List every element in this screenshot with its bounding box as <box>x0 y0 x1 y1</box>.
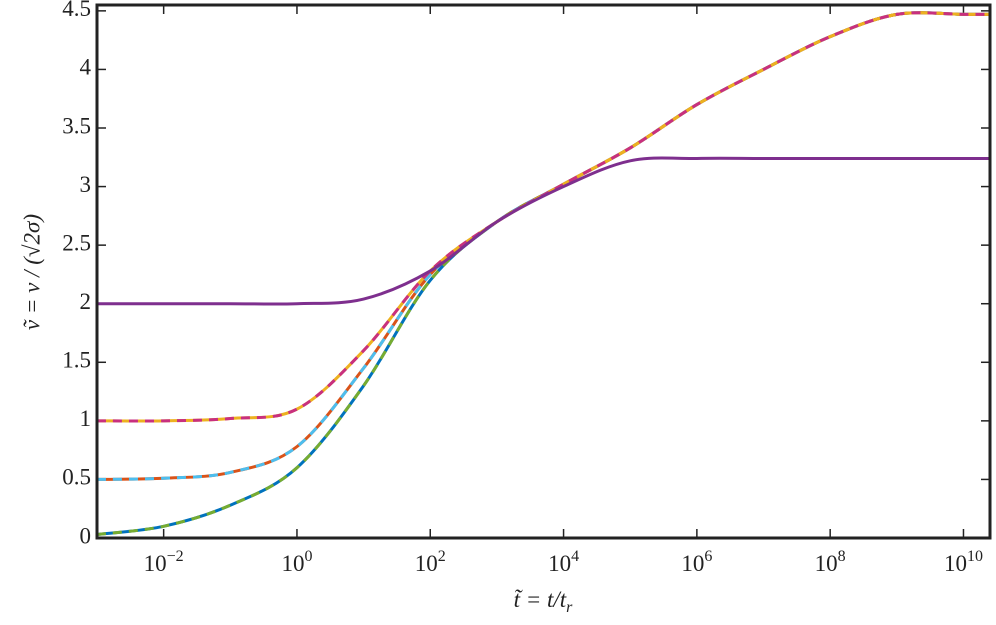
x-tick-exp: −2 <box>167 548 184 565</box>
x-axis-label: t̃ = t/tr <box>514 587 574 615</box>
x-tick-label: 106 <box>681 548 712 577</box>
y-axis-label: ṽ = v / (√2σ) <box>19 214 44 330</box>
x-tick-base: 10 <box>415 551 438 576</box>
line-series <box>97 11 990 423</box>
line-series <box>97 11 990 536</box>
x-tick-label: 102 <box>415 548 446 577</box>
y-tick-label: 3 <box>80 172 92 197</box>
y-tick-label: 0.5 <box>62 465 91 490</box>
x-axis-label-sub: r <box>566 599 573 616</box>
x-tick-label: 104 <box>548 548 579 577</box>
line-series <box>97 11 990 481</box>
y-tick-label: 1.5 <box>62 348 91 373</box>
x-tick-exp: 10 <box>967 548 983 565</box>
x-tick-base: 10 <box>144 551 167 576</box>
x-tick-base: 10 <box>681 551 704 576</box>
y-tick-label: 2 <box>80 289 92 314</box>
x-tick-exp: 2 <box>438 548 446 565</box>
x-tick-label: 10−2 <box>144 548 184 577</box>
line-series <box>97 11 990 536</box>
x-tick-exp: 0 <box>304 548 312 565</box>
x-tick-base: 10 <box>944 551 967 576</box>
y-tick-label: 4.5 <box>62 0 91 21</box>
x-tick-exp: 4 <box>571 548 579 565</box>
x-tick-label: 1010 <box>944 548 983 577</box>
line-series <box>97 11 990 481</box>
y-tick-label: 1 <box>80 406 92 431</box>
x-tick-label: 108 <box>815 548 846 577</box>
x-tick-label: 100 <box>281 548 312 577</box>
plot-frame <box>95 3 992 540</box>
x-tick-base: 10 <box>548 551 571 576</box>
y-tick-label: 0 <box>80 523 92 548</box>
y-tick-label: 3.5 <box>62 113 91 138</box>
x-tick-base: 10 <box>281 551 304 576</box>
x-tick-exp: 6 <box>704 548 712 565</box>
y-tick-label: 4 <box>80 55 92 80</box>
line-series <box>97 11 990 423</box>
x-tick-exp: 8 <box>838 548 846 565</box>
x-axis-label-text: t̃ = t/t <box>514 587 567 612</box>
x-tick-base: 10 <box>815 551 838 576</box>
y-tick-label: 2.5 <box>62 230 91 255</box>
line-series <box>97 156 990 306</box>
